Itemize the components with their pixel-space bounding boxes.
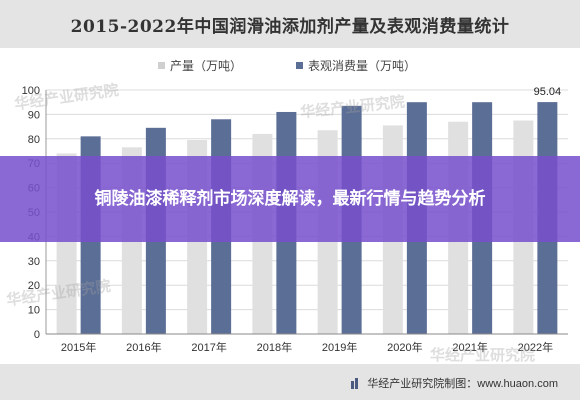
headline-banner: 铜陵油漆稀释剂市场深度解读，最新行情与趋势分析	[0, 156, 580, 242]
y-tick-label: 30	[28, 256, 40, 268]
watermark: 华经产业研究院	[430, 347, 536, 364]
legend-label-production: 产量（万吨）	[170, 58, 243, 73]
data-label: 95.04	[534, 86, 562, 98]
footer-credit: 华经产业研究院制图：www.huaon.com	[351, 375, 558, 391]
x-tick-label: 2017年	[191, 340, 226, 354]
x-tick-label: 2018年	[257, 340, 292, 354]
footer: 华经产业研究院制图：www.huaon.com	[0, 364, 580, 400]
y-tick-label: 80	[28, 134, 40, 146]
x-tick-label: 2022年	[518, 340, 553, 354]
title-band: 2015-2022年中国润滑油添加剂产量及表观消费量统计	[0, 0, 580, 48]
chart-title: 2015-2022年中国润滑油添加剂产量及表观消费量统计	[70, 17, 510, 37]
x-tick-label: 2015年	[61, 340, 96, 354]
legend-swatch-consumption	[296, 61, 303, 69]
chart-logo-icon	[351, 377, 359, 389]
legend-item-consumption: 表观消费量（万吨）	[296, 57, 416, 73]
legend-item-production: 产量（万吨）	[158, 57, 242, 73]
y-tick-label: 90	[28, 109, 40, 121]
y-tick-label: 100	[22, 85, 40, 97]
x-tick-label: 2021年	[452, 340, 487, 354]
y-tick-label: 20	[28, 280, 40, 292]
x-tick-label: 2020年	[387, 340, 422, 354]
footer-text: 华经产业研究院制图：www.huaon.com	[367, 378, 558, 390]
legend-swatch-production	[158, 61, 165, 69]
headline-text: 铜陵油漆稀释剂市场深度解读，最新行情与趋势分析	[94, 188, 486, 209]
y-tick-label: 10	[28, 305, 40, 317]
y-tick-label: 0	[34, 329, 40, 341]
x-tick-label: 2019年	[322, 340, 357, 354]
legend-label-consumption: 表观消费量（万吨）	[308, 58, 417, 73]
x-tick-label: 2016年	[126, 340, 161, 354]
